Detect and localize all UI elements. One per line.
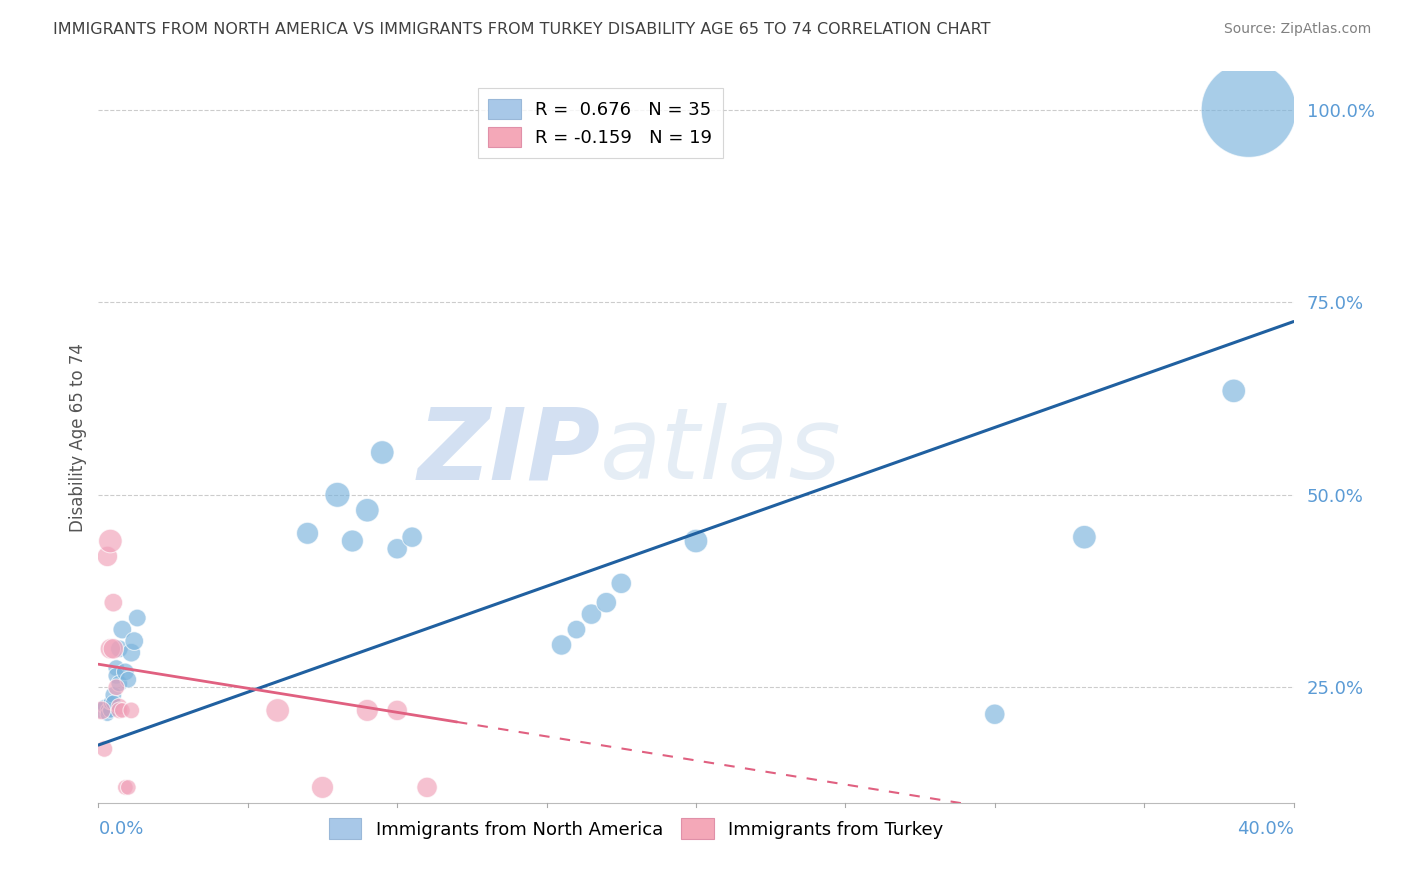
Text: 40.0%: 40.0% — [1237, 820, 1294, 838]
Point — [98, 641, 122, 656]
Point — [610, 576, 633, 591]
Point — [1223, 384, 1246, 398]
Point — [297, 526, 319, 541]
Point — [93, 742, 115, 756]
Point — [356, 503, 378, 517]
Point — [103, 688, 125, 702]
Point — [111, 623, 134, 637]
Text: ZIP: ZIP — [418, 403, 600, 500]
Point — [108, 699, 131, 714]
Point — [120, 703, 142, 717]
Point — [371, 445, 394, 459]
Point — [117, 673, 139, 687]
Text: Source: ZipAtlas.com: Source: ZipAtlas.com — [1223, 22, 1371, 37]
Point — [1237, 103, 1260, 117]
Point — [105, 681, 128, 695]
Point — [96, 549, 118, 564]
Point — [96, 707, 118, 722]
Point — [565, 623, 588, 637]
Point — [108, 676, 131, 690]
Point — [267, 703, 290, 717]
Legend: Immigrants from North America, Immigrants from Turkey: Immigrants from North America, Immigrant… — [322, 811, 950, 847]
Point — [385, 541, 409, 556]
Text: IMMIGRANTS FROM NORTH AMERICA VS IMMIGRANTS FROM TURKEY DISABILITY AGE 65 TO 74 : IMMIGRANTS FROM NORTH AMERICA VS IMMIGRA… — [53, 22, 991, 37]
Y-axis label: Disability Age 65 to 74: Disability Age 65 to 74 — [69, 343, 87, 532]
Point — [685, 534, 707, 549]
Point — [326, 488, 349, 502]
Point — [127, 611, 149, 625]
Point — [103, 596, 125, 610]
Point — [385, 703, 409, 717]
Text: atlas: atlas — [600, 403, 842, 500]
Point — [103, 696, 125, 710]
Point — [98, 703, 122, 717]
Point — [98, 696, 122, 710]
Point — [114, 665, 136, 679]
Point — [105, 669, 128, 683]
Point — [105, 661, 128, 675]
Point — [416, 780, 439, 795]
Point — [90, 703, 112, 717]
Point — [124, 634, 146, 648]
Point — [90, 703, 112, 717]
Point — [550, 638, 572, 652]
Text: 0.0%: 0.0% — [98, 820, 143, 838]
Point — [98, 534, 122, 549]
Point — [984, 707, 1007, 722]
Point — [117, 780, 139, 795]
Point — [114, 780, 136, 795]
Point — [93, 699, 115, 714]
Point — [108, 703, 131, 717]
Point — [120, 646, 142, 660]
Point — [311, 780, 333, 795]
Point — [595, 596, 617, 610]
Point — [103, 641, 125, 656]
Point — [581, 607, 603, 622]
Point — [108, 641, 131, 656]
Point — [356, 703, 378, 717]
Point — [1073, 530, 1095, 544]
Point — [342, 534, 364, 549]
Point — [96, 703, 118, 717]
Point — [401, 530, 423, 544]
Point — [111, 703, 134, 717]
